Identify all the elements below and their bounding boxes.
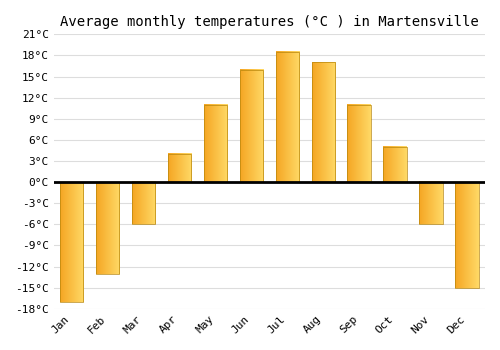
Bar [204,105,227,182]
Bar [276,52,299,182]
Bar [456,182,478,288]
Bar [384,147,407,182]
Bar [96,182,119,274]
Bar [132,182,155,224]
Bar [312,63,335,182]
Title: Average monthly temperatures (°C ) in Martensville: Average monthly temperatures (°C ) in Ma… [60,15,478,29]
Bar [240,70,263,182]
Bar [168,154,191,182]
Bar [60,182,84,302]
Bar [348,105,371,182]
Bar [420,182,443,224]
